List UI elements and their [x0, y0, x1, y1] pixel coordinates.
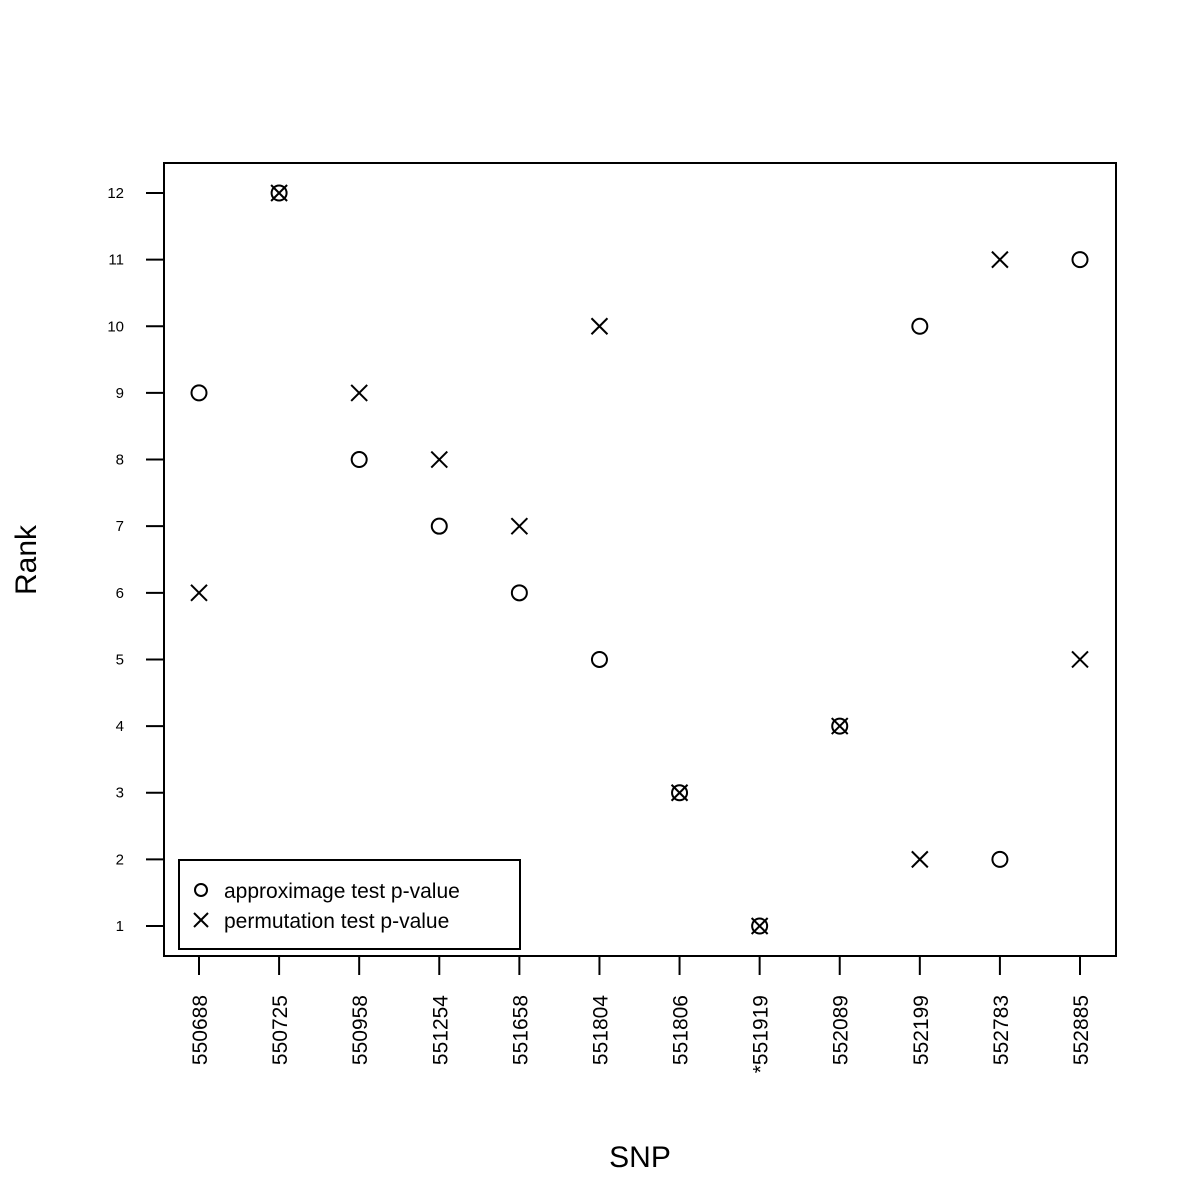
x-tick-label: 552783: [990, 995, 1013, 1065]
y-axis-title: Rank: [10, 524, 43, 595]
x-axis-title: SNP: [609, 1141, 671, 1174]
approximage-point: [350, 451, 368, 469]
y-tick-label: 11: [108, 252, 124, 269]
y-tick-label: 6: [116, 585, 124, 602]
approximage-point: [430, 517, 448, 535]
x-tick-label: 552885: [1070, 995, 1093, 1065]
legend-box: [178, 859, 521, 950]
x-tick-label: 550725: [269, 995, 292, 1065]
x-axis: 550688 550725 550958 551254 551658 551804 5518…: [189, 956, 1093, 1073]
x-tick-label: 551804: [589, 995, 612, 1065]
permutation-point: [190, 584, 208, 602]
y-tick-label: 12: [107, 185, 124, 202]
approximage-point: [270, 184, 288, 202]
approximage-point: [911, 317, 929, 335]
permutation-point: [991, 250, 1009, 269]
y-tick-label: 8: [116, 452, 124, 469]
y-tick-label: 3: [116, 785, 124, 802]
x-tick-label: 550688: [189, 995, 212, 1065]
y-tick-label: 10: [107, 318, 124, 335]
permutation-point: [590, 317, 609, 335]
permutation-point: [270, 184, 288, 202]
permutation-point: [670, 784, 689, 802]
plot-frame: [163, 162, 1117, 957]
permutation-point: [430, 450, 448, 469]
x-tick-label: 550958: [349, 995, 372, 1065]
approximage-point: [751, 917, 769, 935]
legend-label-permutation: permutation test p-value: [224, 910, 449, 933]
approximage-point: [190, 384, 208, 402]
y-tick-label: 7: [116, 518, 124, 535]
legend-cross-marker: [193, 912, 209, 928]
permutation-point: [750, 917, 769, 935]
data-points: [190, 184, 1089, 935]
x-tick-label: *551919: [750, 995, 773, 1073]
approximage-point: [510, 584, 528, 602]
x-tick-label: 552089: [830, 995, 853, 1065]
permutation-point: [831, 717, 849, 735]
legend-label-approximage: approximage test p-value: [224, 880, 460, 903]
permutation-point: [510, 517, 529, 535]
x-tick-label: 551806: [670, 995, 693, 1065]
approximage-point: [991, 850, 1009, 868]
permutation-point: [911, 850, 929, 869]
x-tick-label: 551254: [429, 995, 452, 1065]
approximage-point: [1071, 251, 1089, 269]
y-tick-label: 1: [116, 918, 124, 935]
y-tick-label: 5: [116, 651, 124, 668]
y-tick-label: 4: [116, 718, 124, 735]
y-tick-label: 9: [116, 385, 124, 402]
approximage-point: [671, 784, 689, 802]
legend: approximage test p-value permutation tes…: [178, 859, 521, 950]
approximage-point: [831, 717, 849, 735]
legend-circle-marker: [194, 883, 208, 897]
y-tick-label: 2: [116, 851, 124, 868]
permutation-point: [1071, 650, 1089, 669]
x-tick-label: 551658: [509, 995, 532, 1065]
x-tick-label: 552199: [910, 995, 933, 1065]
permutation-point: [350, 384, 368, 402]
approximage-point: [590, 650, 608, 668]
